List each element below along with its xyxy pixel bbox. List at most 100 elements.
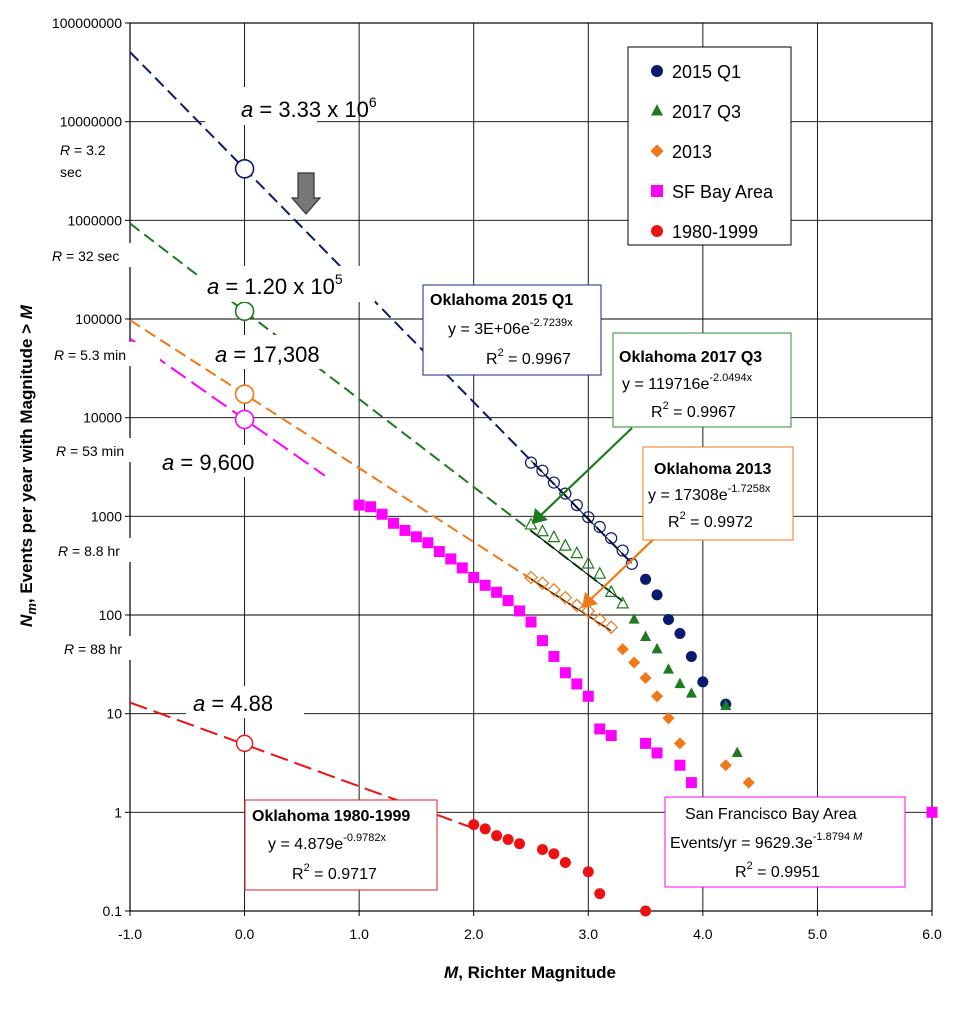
- a-label-1-var: a: [241, 97, 253, 122]
- intercept-marker: [234, 158, 255, 179]
- fit-line: [129, 319, 612, 632]
- y-tick-label: 1: [114, 804, 122, 820]
- svg-text:R2 = 0.9717: R2 = 0.9717: [292, 862, 377, 883]
- data-point: [719, 759, 732, 772]
- svg-text:R = 3.2: R = 3.2: [60, 142, 106, 158]
- intercept-marker: [234, 384, 255, 404]
- eq-box-1980-1999-r2-val: = 0.9717: [310, 866, 377, 883]
- x-tick-label: -1.0: [118, 926, 142, 942]
- eq-box-2013-r2-val: = 0.9972: [686, 514, 753, 531]
- eq-box-sf-title: San Francisco Bay Area: [685, 806, 857, 823]
- svg-text:Events/yr = 9629.3e-1.8794 M: Events/yr = 9629.3e-1.8794 M: [670, 831, 863, 852]
- data-point: [399, 524, 411, 536]
- data-point: [651, 225, 663, 237]
- data-point: [559, 487, 572, 500]
- data-point: [535, 576, 550, 591]
- data-point: [559, 857, 571, 869]
- data-point: [640, 905, 652, 917]
- eq-box-2013-r2-var: R: [668, 514, 680, 531]
- y-tick-label: 1000000: [67, 212, 122, 228]
- a-label-2-var: a: [207, 274, 219, 299]
- eq-box-2015-q1-r2-var: R: [486, 351, 498, 368]
- eq-box-2015-q1-r2-val: = 0.9967: [504, 351, 571, 368]
- data-point: [674, 677, 686, 689]
- eq-box-2013: Oklahoma 2013 y = 17308e-1.7258x R2 = 0.…: [642, 446, 794, 541]
- down-arrow-icon: [290, 172, 322, 215]
- a-label-4-var: a: [162, 450, 174, 475]
- data-point: [651, 65, 663, 77]
- data-point: [616, 544, 629, 557]
- data-point: [571, 678, 583, 690]
- data-point: [742, 776, 755, 789]
- data-point: [388, 517, 400, 529]
- r-label-4-rest: = 53 min: [66, 443, 124, 459]
- data-point: [582, 690, 594, 702]
- r-label-4-var: R: [56, 443, 66, 459]
- svg-text:R = 88 hr: R = 88 hr: [64, 641, 122, 657]
- data-point: [353, 499, 365, 511]
- data-point: [536, 635, 548, 647]
- data-point: [616, 596, 630, 609]
- data-point: [581, 604, 596, 618]
- x-tick-label: 4.0: [693, 926, 713, 942]
- data-point: [640, 737, 652, 749]
- data-point: [422, 537, 434, 549]
- eq-box-sf-r2-sup: 2: [747, 860, 753, 872]
- data-point: [651, 642, 663, 654]
- plot-frame: [129, 22, 933, 912]
- data-point: [594, 723, 606, 735]
- eq-box-sf-exp-var: M: [853, 831, 863, 843]
- data-point: [365, 501, 377, 513]
- a-label-3-var: a: [215, 342, 227, 367]
- data-point: [650, 144, 664, 158]
- legend-label: 2017 Q3: [672, 102, 741, 122]
- r-label-6-var: R: [64, 641, 74, 657]
- data-point: [662, 614, 674, 626]
- data-point: [616, 643, 629, 656]
- eq-box-1980-1999-r2-sup: 2: [304, 862, 310, 874]
- data-point: [570, 498, 583, 512]
- data-point: [605, 532, 618, 545]
- eq-box-sf-r2-var: R: [735, 864, 747, 881]
- svg-text:y = 119716e-2.0494x: y = 119716e-2.0494x: [622, 372, 753, 393]
- pointer-arrows: [532, 427, 661, 608]
- data-point: [594, 888, 606, 900]
- data-point: [479, 579, 491, 591]
- series-2013: [524, 570, 755, 789]
- data-point: [524, 517, 538, 530]
- legend-label: 1980-1999: [672, 222, 758, 242]
- eq-box-sf-bay-area: San Francisco Bay Area Events/yr = 9629.…: [664, 796, 906, 888]
- series-2017-q3: [524, 517, 743, 758]
- data-point: [524, 570, 538, 585]
- data-point: [674, 759, 686, 771]
- data-point: [558, 538, 572, 551]
- fit-line: [129, 222, 624, 602]
- a-label-2: a = 1.20 x 105: [200, 266, 375, 302]
- x-axis-title: M, Richter Magnitude: [444, 963, 616, 982]
- data-point: [640, 630, 652, 642]
- r-label-5-rest: = 8.8 hr: [68, 543, 120, 559]
- data-point: [502, 595, 514, 607]
- data-point: [525, 616, 537, 628]
- data-point: [376, 508, 388, 520]
- eq-box-1980-1999: Oklahoma 1980-1999 y = 4.879e-0.9782x R2…: [244, 799, 438, 891]
- r-label-6-rest: = 88 hr: [74, 641, 122, 657]
- data-point: [535, 524, 549, 537]
- data-point: [235, 734, 254, 753]
- data-point: [547, 476, 561, 489]
- fit-segment: [530, 460, 633, 564]
- a-label-2-sup: 5: [335, 271, 343, 287]
- r-label-2-var: R: [52, 248, 62, 264]
- data-point: [468, 819, 480, 831]
- fit-line: [129, 337, 326, 477]
- y-tick-label: 0.1: [103, 903, 123, 919]
- svg-text:R = 53 min: R = 53 min: [56, 443, 124, 459]
- a-label-2-eq: = 1.20 x 10: [219, 274, 335, 299]
- data-point: [640, 573, 652, 585]
- svg-text:R2 = 0.9972: R2 = 0.9972: [668, 510, 753, 531]
- data-point: [662, 663, 674, 674]
- data-point: [547, 582, 561, 597]
- eq-box-2015-q1-eq: y = 3E+06e: [448, 321, 530, 338]
- eq-box-sf-eq: Events/yr = 9629.3e: [670, 835, 813, 852]
- data-point: [514, 605, 526, 617]
